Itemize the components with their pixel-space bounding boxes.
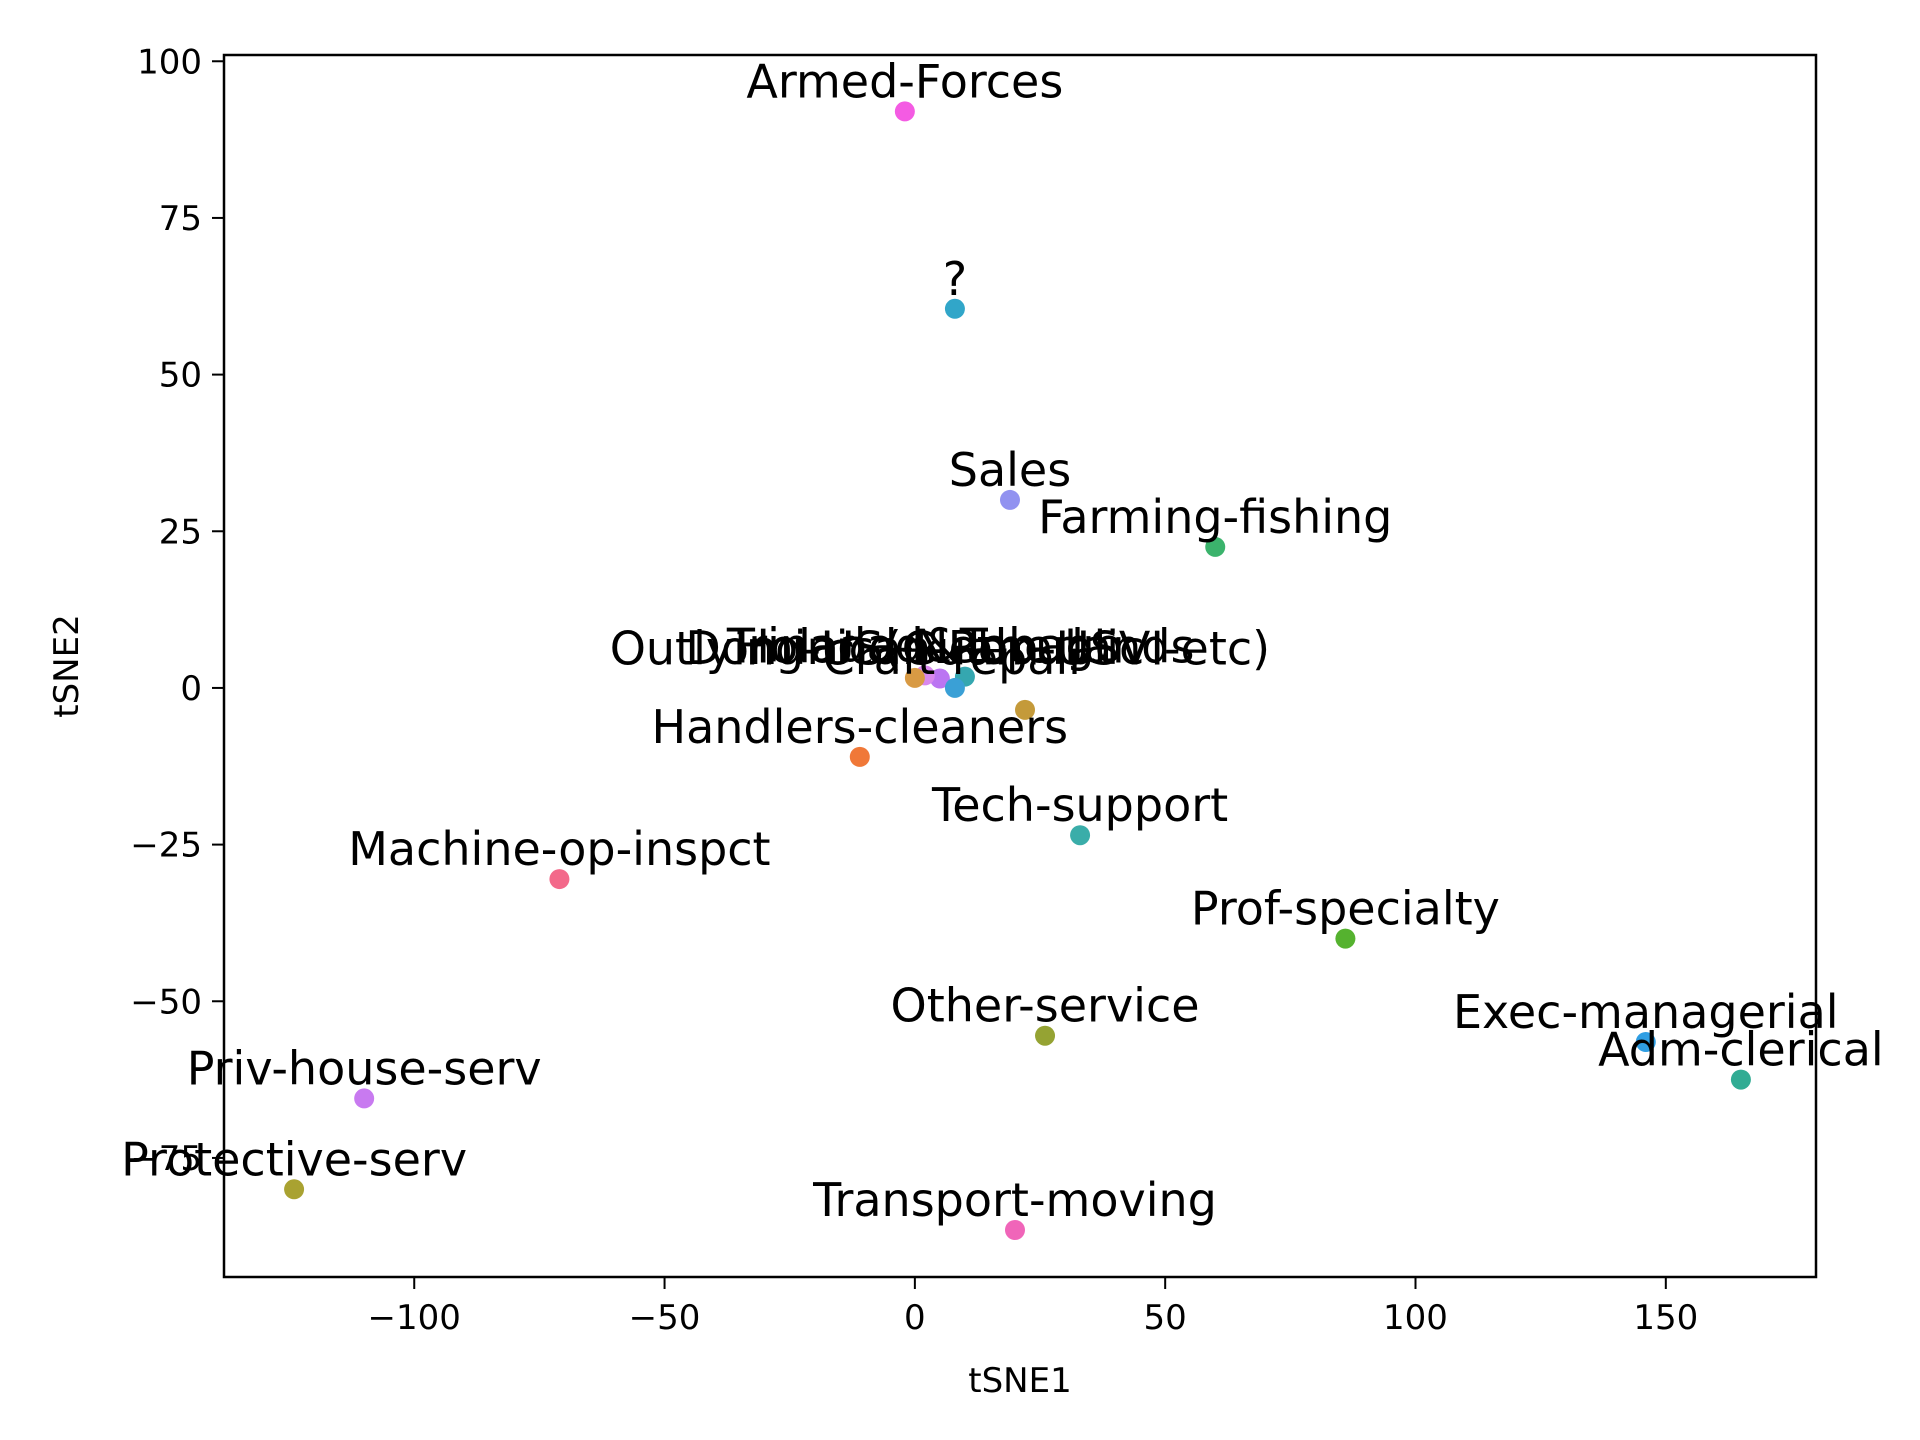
point-label: Craft-repair bbox=[823, 631, 1088, 685]
point-label: Outlying-US(Guam-USVI-etc) bbox=[610, 622, 1270, 676]
scatter-point bbox=[894, 101, 915, 122]
x-tick-label: 50 bbox=[1144, 1298, 1187, 1338]
y-tick-label: 100 bbox=[137, 42, 202, 82]
point-label: Other-service bbox=[891, 979, 1200, 1033]
point-label: Holand-Netherlands bbox=[735, 620, 1194, 674]
x-axis-ticks: −100 −50 0 50 100 150 bbox=[368, 1277, 1698, 1338]
point-label: Sales bbox=[949, 443, 1071, 497]
scatter-point bbox=[284, 1179, 305, 1200]
scatter-point bbox=[1015, 699, 1036, 720]
scatter-point bbox=[999, 489, 1020, 510]
scatter-point bbox=[904, 667, 925, 688]
point-label: Farming-fishing bbox=[1038, 490, 1392, 544]
y-axis-ticks: −75 −50 −25 0 25 50 75 100 bbox=[130, 42, 224, 1179]
scatter-point bbox=[549, 869, 570, 890]
scatter-point bbox=[944, 677, 965, 698]
y-tick-label: 50 bbox=[159, 356, 202, 396]
y-tick-label: −50 bbox=[130, 982, 202, 1022]
scatter-point bbox=[1070, 825, 1091, 846]
y-tick-label: 25 bbox=[159, 512, 202, 552]
scatter-point bbox=[354, 1088, 375, 1109]
scatter-point bbox=[1335, 928, 1356, 949]
scatter-point bbox=[1635, 1032, 1656, 1052]
point-label: Handlers-cleaners bbox=[652, 700, 1069, 754]
x-tick-label: 100 bbox=[1383, 1298, 1448, 1338]
point-label: Tech-support bbox=[931, 778, 1228, 832]
y-tick-label: −25 bbox=[130, 826, 202, 866]
point-label: Trinadad&Tobago bbox=[726, 618, 1123, 672]
scatter-point bbox=[849, 746, 870, 767]
axes-frame bbox=[222, 53, 1818, 1279]
scatter-point bbox=[1035, 1025, 1056, 1046]
point-label: Protective-serv bbox=[121, 1132, 467, 1186]
point-label: Exec-managerial bbox=[1453, 985, 1839, 1039]
point-label: ? bbox=[943, 252, 967, 306]
x-tick-label: 0 bbox=[904, 1298, 926, 1338]
point-label: Adm-clerical bbox=[1598, 1023, 1884, 1077]
scatter-point bbox=[944, 298, 965, 319]
y-tick-label: 75 bbox=[159, 199, 202, 239]
scatter-point bbox=[929, 668, 950, 689]
point-label: Machine-op-inspct bbox=[348, 822, 770, 876]
scatter-point bbox=[1205, 536, 1226, 557]
x-tick-label: −100 bbox=[368, 1298, 461, 1338]
x-tick-label: 150 bbox=[1633, 1298, 1698, 1338]
scatter-point bbox=[1730, 1069, 1751, 1090]
scatter-point bbox=[1004, 1220, 1025, 1240]
point-label: Transport-moving bbox=[812, 1173, 1217, 1227]
y-axis-label: tSNE2 bbox=[47, 614, 87, 717]
point-label: Dominican-Republic bbox=[685, 621, 1144, 675]
point-label: Prof-specialty bbox=[1191, 882, 1500, 936]
point-label: Armed-Forces bbox=[746, 54, 1063, 108]
y-tick-label: 0 bbox=[180, 669, 202, 709]
x-axis-label: tSNE1 bbox=[968, 1361, 1071, 1401]
point-label: Priv-house-serv bbox=[187, 1041, 542, 1095]
x-tick-label: −50 bbox=[629, 1298, 701, 1338]
y-tick-label: −75 bbox=[130, 1139, 202, 1179]
